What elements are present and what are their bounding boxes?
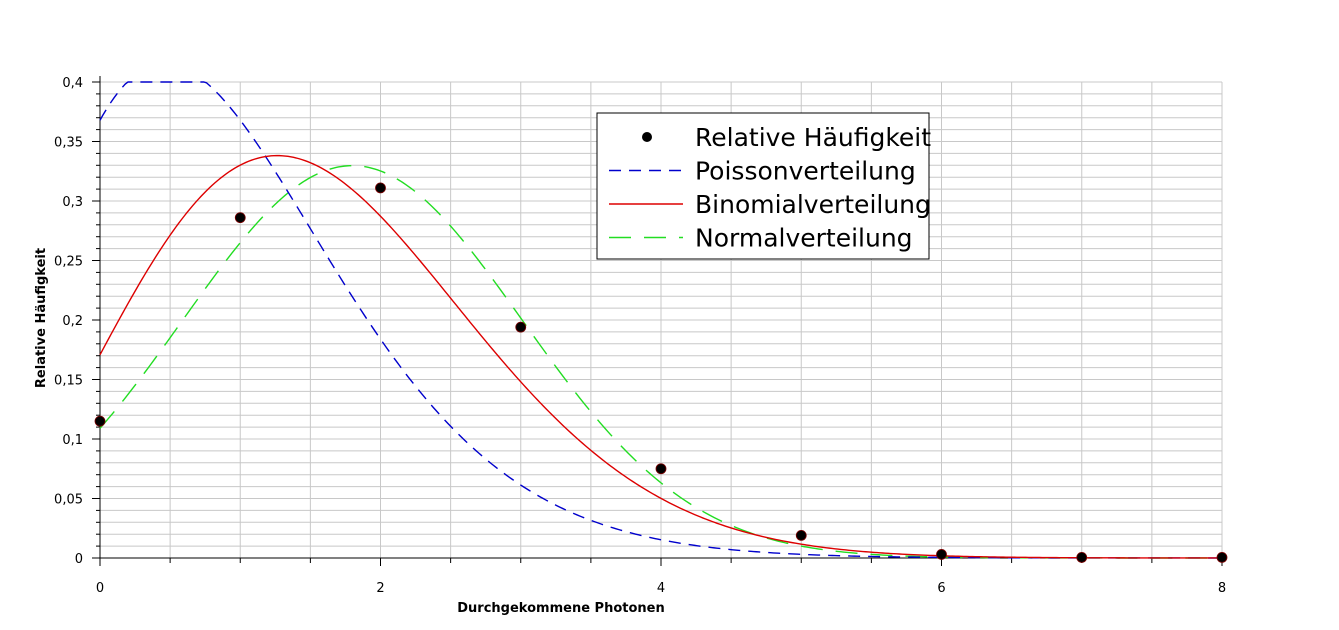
legend: Relative Häufigkeit Poissonverteilung Bino… <box>596 112 931 260</box>
axes: 0 2 4 6 8 0 0,05 0,1 0,15 0,2 0,25 0,3 0,35 0,4 Durchg… <box>34 76 1226 616</box>
legend-marker-relative-h-ufigkeit <box>642 132 652 142</box>
legend-label-binomialverteilung: Binomialverteilung <box>695 190 931 219</box>
y-tick-label: 0,05 <box>54 493 83 508</box>
x-tick-label: 0 <box>96 581 104 596</box>
x-tick-label: 4 <box>657 581 665 596</box>
y-tick-label: 0,15 <box>54 374 83 389</box>
data-point <box>936 549 947 560</box>
data-point <box>94 415 106 427</box>
x-axis-title: Durchgekommene Photonen <box>457 601 664 616</box>
legend-box <box>596 112 930 260</box>
y-tick-label: 0,2 <box>62 314 83 329</box>
x-tick-label: 6 <box>937 581 945 596</box>
y-tick-label: 0,25 <box>54 255 83 270</box>
data-point <box>1216 552 1228 563</box>
y-axis-title: Relative Häufigkeit <box>34 248 49 388</box>
x-tick-label: 8 <box>1218 581 1226 596</box>
series-normalverteilung <box>99 164 1222 559</box>
data-point <box>795 529 807 541</box>
y-tick-label: 0 <box>75 552 83 567</box>
series-binomialverteilung <box>99 154 1222 559</box>
data-point <box>375 182 386 194</box>
y-tick-label: 0,3 <box>62 195 83 210</box>
y-tick-label: 0,35 <box>54 136 83 151</box>
data-point <box>515 321 527 333</box>
y-tick-label: 0,4 <box>62 76 83 91</box>
x-tick-label: 2 <box>376 581 384 596</box>
data-point <box>234 212 246 224</box>
legend-label-normalverteilung: Normalverteilung <box>695 224 913 253</box>
data-point <box>1076 552 1088 563</box>
legend-label-relative-h-ufigkeit: Relative Häufigkeit <box>695 123 931 152</box>
series-layer <box>94 81 1228 563</box>
data-point <box>655 463 667 475</box>
y-tick-label: 0,1 <box>62 433 83 448</box>
legend-label-poissonverteilung: Poissonverteilung <box>695 157 916 186</box>
grid <box>100 81 1223 558</box>
